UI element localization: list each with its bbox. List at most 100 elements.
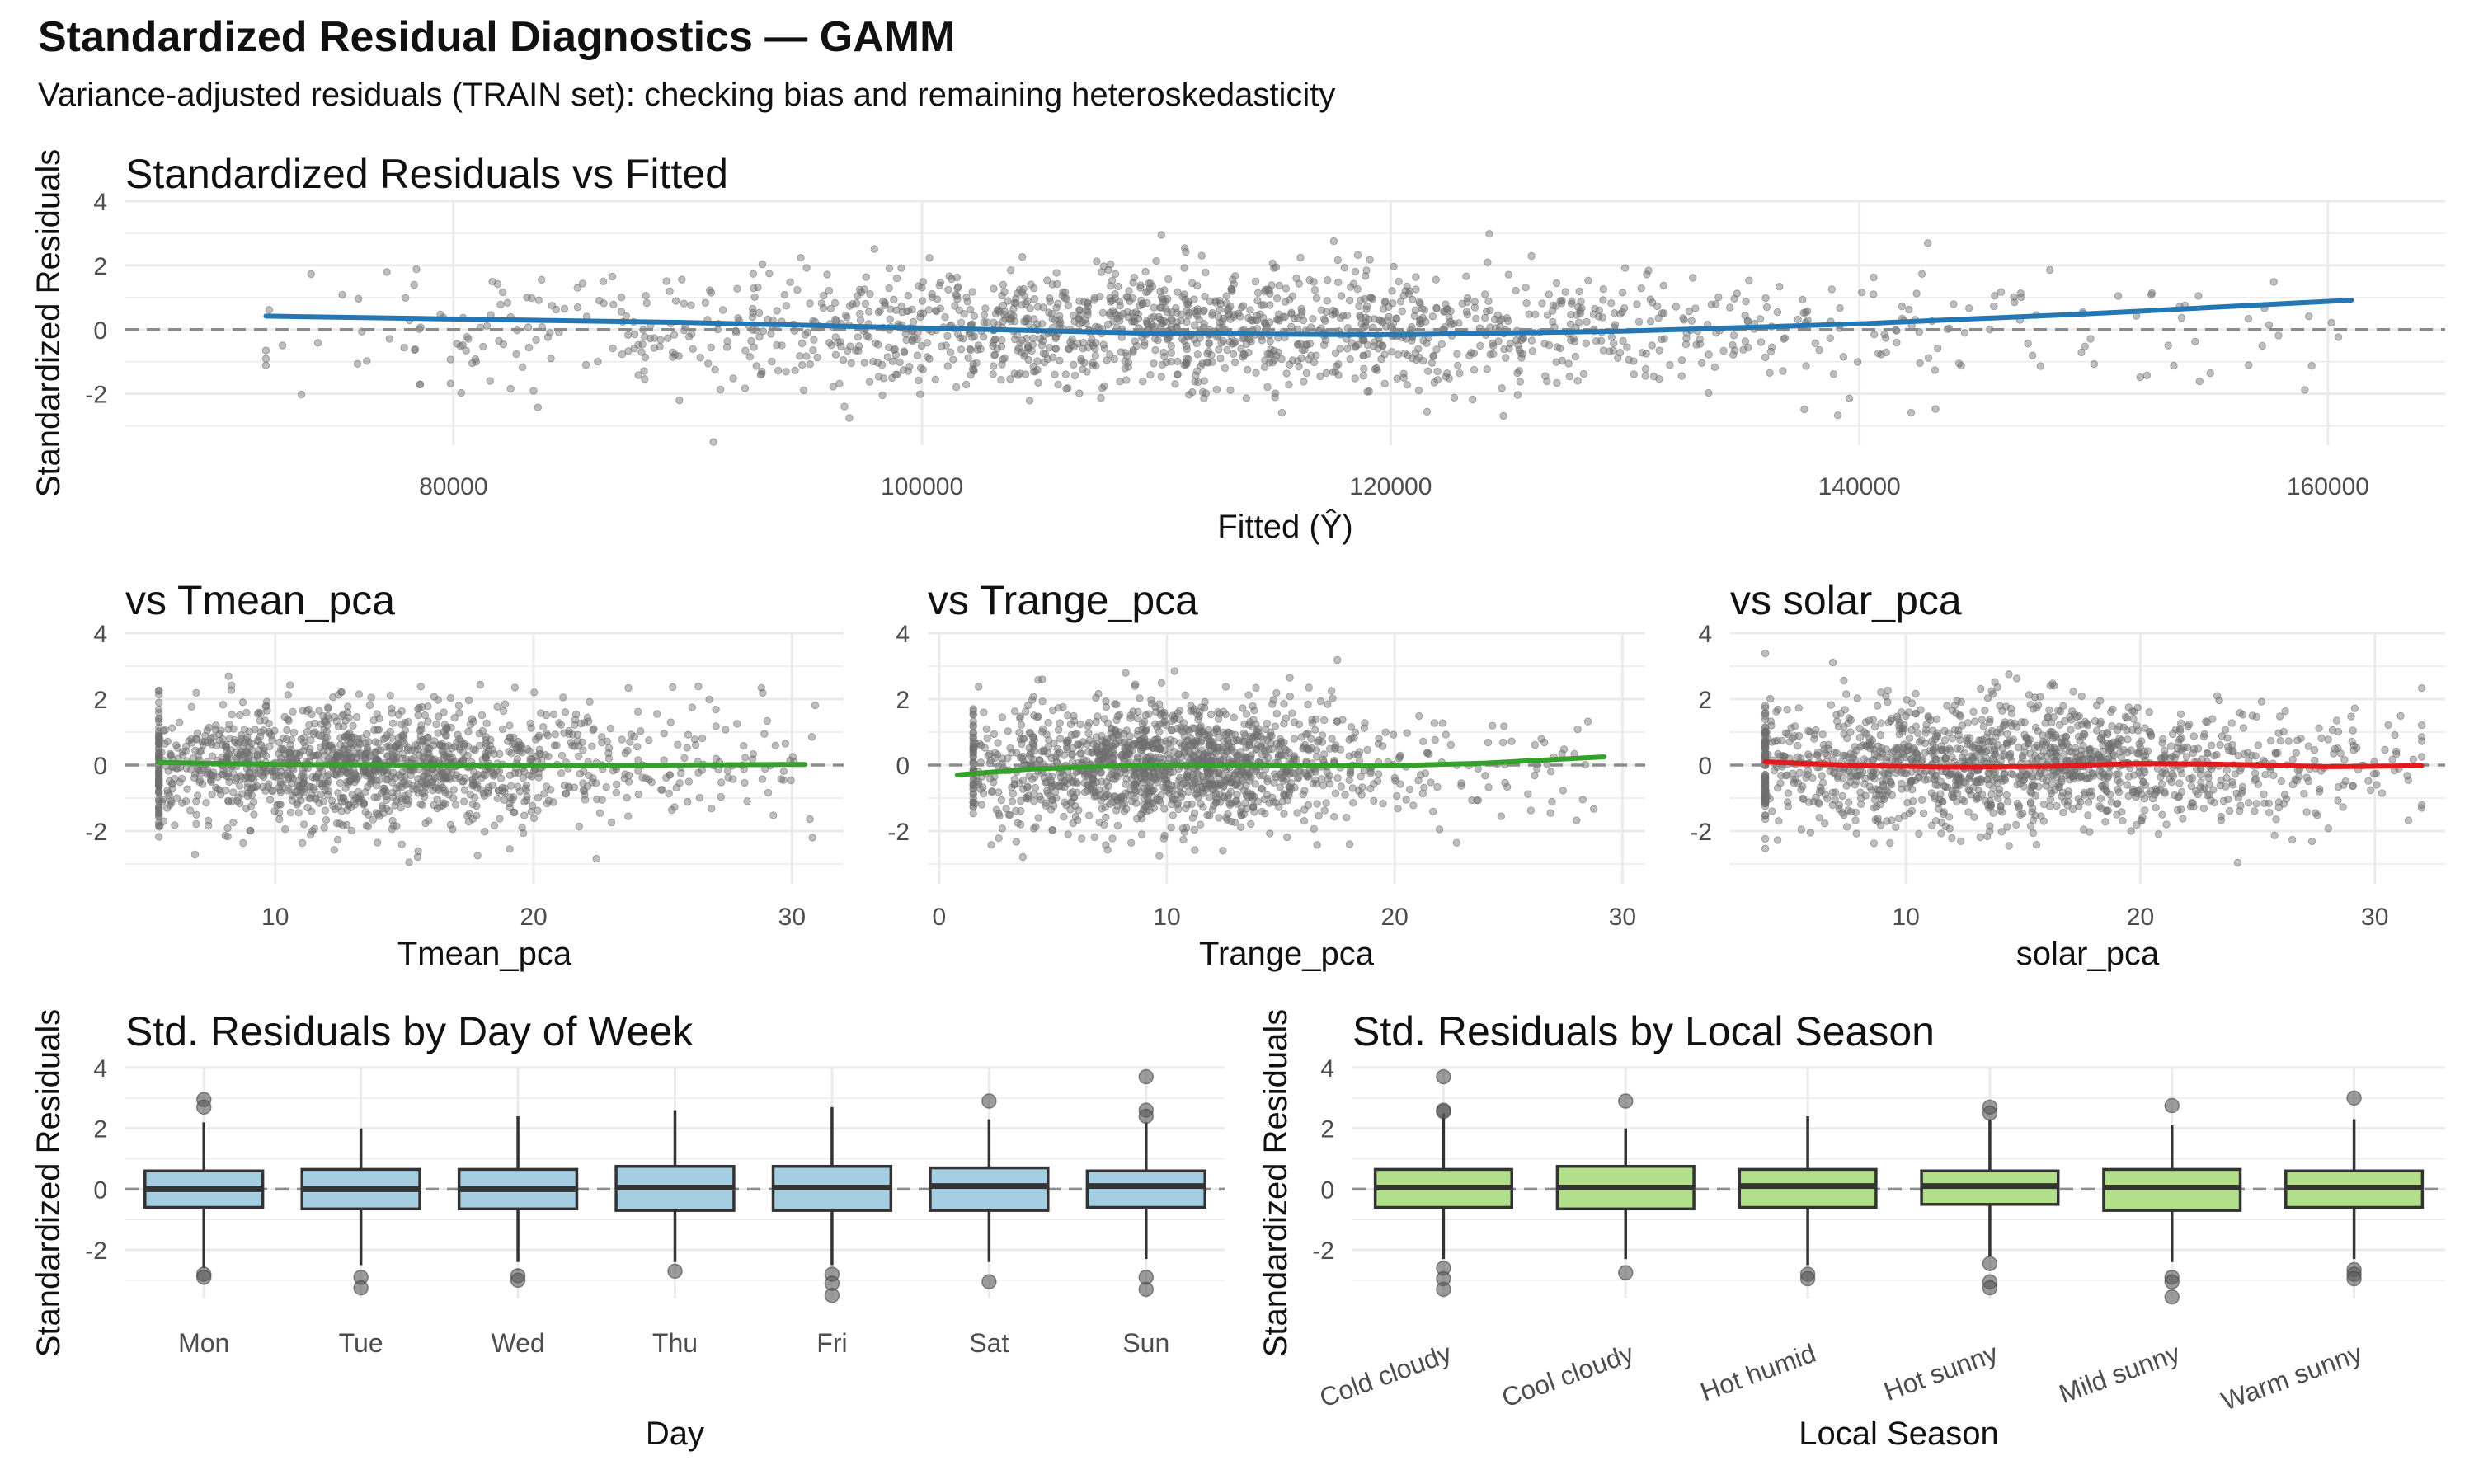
residual-point <box>441 743 449 751</box>
residual-point <box>1169 711 1178 720</box>
residual-point <box>1194 716 1202 724</box>
residual-point <box>1097 750 1105 758</box>
residual-point <box>1660 309 1668 317</box>
residual-point <box>322 815 331 824</box>
residual-point <box>261 355 270 363</box>
residual-point <box>666 718 675 726</box>
residual-point <box>2324 735 2332 744</box>
residual-point <box>1048 826 1056 834</box>
residual-point <box>1561 288 1570 296</box>
residual-point <box>1729 350 1738 359</box>
residual-point <box>1741 311 1749 320</box>
residual-point <box>287 735 296 744</box>
residual-point <box>506 721 514 730</box>
residual-point <box>575 752 583 761</box>
residual-point <box>1134 726 1142 735</box>
residual-point <box>1680 316 1688 324</box>
residual-point <box>2046 265 2054 275</box>
residual-point <box>1024 355 1033 364</box>
residual-point <box>1829 370 1838 378</box>
residual-point <box>979 333 988 341</box>
residual-point <box>2189 732 2199 740</box>
residual-point <box>1084 748 1093 756</box>
residual-point <box>250 810 258 819</box>
residual-point <box>1226 386 1235 394</box>
residual-point <box>904 291 913 300</box>
residual-point <box>1571 352 1580 361</box>
residual-point <box>1345 776 1353 784</box>
residual-point <box>1405 785 1414 794</box>
residual-point <box>1337 292 1346 300</box>
residual-point <box>1094 689 1103 698</box>
residual-point <box>2195 377 2204 386</box>
residual-point <box>1145 789 1154 797</box>
residual-point <box>980 708 988 716</box>
residual-point <box>1227 817 1235 826</box>
residual-point <box>1260 363 1269 371</box>
residual-point <box>1103 356 1111 364</box>
residual-point <box>313 339 322 347</box>
residual-point <box>802 352 811 360</box>
residual-point <box>1070 317 1079 326</box>
residual-point <box>1599 285 1608 294</box>
residual-point <box>155 745 163 754</box>
residual-point <box>1222 292 1231 300</box>
residual-point <box>1111 290 1119 298</box>
residual-point <box>861 299 870 308</box>
residual-point <box>1672 303 1681 311</box>
residual-point <box>874 373 883 381</box>
residual-point <box>182 764 190 773</box>
residual-point <box>155 766 163 774</box>
residual-point <box>1062 385 1070 393</box>
residual-point <box>507 749 515 758</box>
residual-point <box>752 362 760 370</box>
residual-point <box>348 791 356 799</box>
residual-point <box>1541 372 1550 380</box>
residual-point <box>1075 306 1084 315</box>
y-tick-label: 4 <box>93 189 107 216</box>
residual-point <box>1297 304 1305 313</box>
residual-point <box>1934 344 1942 353</box>
residual-point <box>1418 305 1427 313</box>
residual-point <box>1226 787 1235 796</box>
residual-point <box>462 346 470 355</box>
residual-point <box>559 693 567 702</box>
residual-point <box>1497 812 1506 820</box>
residual-point <box>677 769 685 777</box>
residual-point <box>457 388 465 397</box>
residual-point <box>1070 360 1078 369</box>
residual-point <box>1014 344 1023 352</box>
residual-point <box>1127 838 1136 847</box>
residual-point <box>460 797 468 805</box>
residual-point <box>1410 312 1419 320</box>
residual-point <box>1334 278 1343 286</box>
x-tick-label: 140000 <box>1818 473 1901 500</box>
residual-point <box>1155 852 1164 860</box>
residual-point <box>1414 387 1423 395</box>
residual-point <box>1527 251 1536 261</box>
residual-point <box>1991 292 1999 300</box>
residual-point <box>203 738 212 747</box>
residual-point <box>257 741 266 749</box>
residual-point <box>808 834 816 842</box>
residual-point <box>997 796 1006 805</box>
residual-point <box>204 768 212 777</box>
y-tick-label: 4 <box>1698 621 1712 648</box>
residual-point <box>705 695 713 704</box>
residual-point <box>1336 745 1345 754</box>
residual-point <box>2339 803 2347 811</box>
residual-point <box>2269 278 2278 286</box>
residual-point <box>344 702 352 711</box>
residual-point <box>400 344 408 352</box>
residual-point <box>781 740 790 748</box>
residual-point <box>1364 315 1373 323</box>
residual-point <box>916 390 924 398</box>
residual-point <box>845 414 854 422</box>
residual-point <box>990 351 999 359</box>
residual-point <box>2177 805 2185 814</box>
residual-point <box>329 801 337 810</box>
residual-point <box>275 815 284 824</box>
residual-point <box>1090 833 1099 842</box>
residual-point <box>1208 358 1216 366</box>
residual-point <box>1230 312 1239 321</box>
